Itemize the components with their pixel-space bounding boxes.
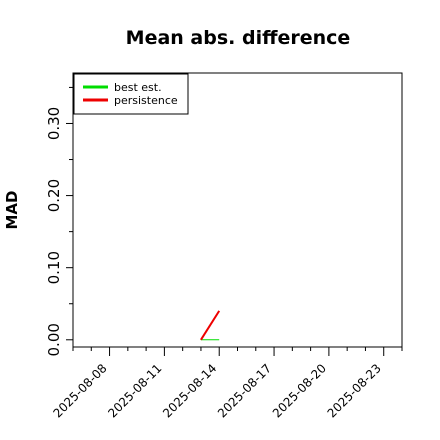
x-tick-label: 2025-08-17: [215, 361, 274, 420]
legend-label: best est.: [114, 81, 162, 94]
x-tick-label: 2025-08-20: [270, 361, 329, 420]
series-layer: [200, 310, 221, 341]
y-tick-label: 0.00: [45, 323, 63, 356]
y-tick-label: 0.10: [45, 251, 63, 284]
x-tick-label: 2025-08-08: [50, 361, 109, 420]
legend-box: [73, 73, 189, 115]
chart-title: Mean abs. difference: [126, 27, 351, 49]
x-tick-label: 2025-08-11: [105, 361, 164, 420]
y-axis-label: MAD: [3, 191, 21, 230]
axes: 0.000.100.200.302025-08-082025-08-112025…: [45, 86, 403, 420]
series-line-persistence: [200, 310, 221, 341]
x-tick-label: 2025-08-23: [325, 361, 384, 420]
x-tick-label: 2025-08-14: [160, 361, 219, 420]
legend: best est.persistence: [73, 73, 189, 115]
legend-label: persistence: [114, 94, 178, 107]
y-tick-label: 0.30: [45, 107, 63, 140]
y-tick-label: 0.20: [45, 179, 63, 212]
